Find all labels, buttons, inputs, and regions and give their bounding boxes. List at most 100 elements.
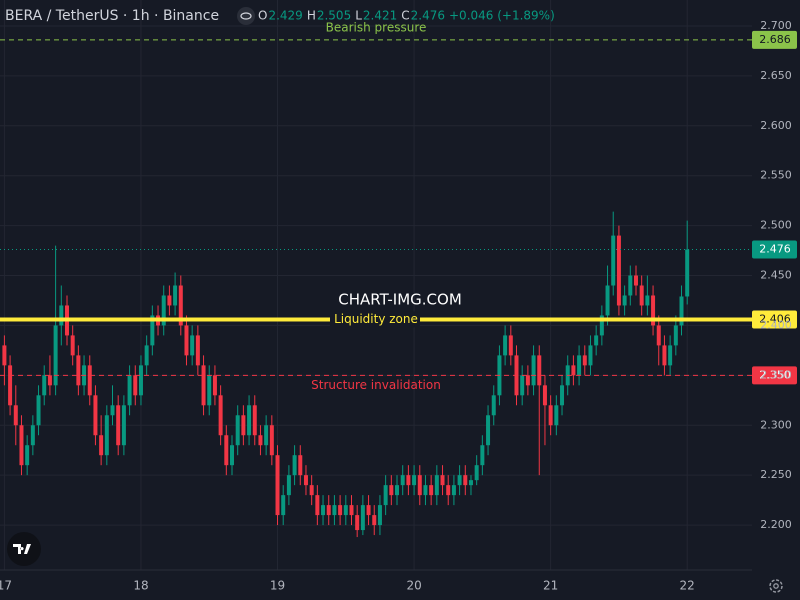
candles: [2, 211, 690, 538]
candle-body: [76, 355, 81, 386]
y-tick-label: 2.550: [760, 169, 792, 182]
watermark: CHART-IMG.COM: [338, 291, 462, 309]
y-tick-label: 2.450: [760, 269, 792, 282]
candle-body: [30, 425, 35, 446]
candle-body: [321, 505, 326, 516]
candle-body: [99, 435, 104, 456]
price-line-label: Structure invalidation: [311, 378, 441, 392]
candle-body: [116, 405, 121, 446]
candle-body: [463, 475, 468, 486]
candle-body: [8, 365, 13, 406]
x-tick-label: 22: [680, 579, 695, 593]
candle-body: [429, 485, 434, 496]
candle-body: [150, 315, 155, 346]
price-tag: [752, 30, 797, 49]
candle-body: [264, 425, 269, 446]
candle-body: [47, 375, 52, 386]
symbol-title: BERA / TetherUS · 1h · Binance: [5, 8, 219, 24]
price-lines: Bearish pressure 2.686 2.476 Liquidity zone…: [0, 20, 797, 392]
candle-body: [395, 485, 400, 496]
candle-body: [594, 335, 599, 346]
ohlc-key: H: [307, 9, 316, 23]
ohlc-key: C: [401, 9, 409, 23]
candle-body: [195, 335, 200, 366]
candle-body: [417, 475, 422, 496]
price-tag-label: 2.350: [759, 368, 791, 381]
candle-body: [53, 325, 58, 386]
candle-body: [258, 435, 263, 446]
candle-body: [480, 445, 485, 466]
eye-icon-shape: [240, 12, 252, 20]
candle-body: [298, 455, 303, 476]
tv-logo: [7, 532, 41, 566]
candle-body: [503, 335, 508, 356]
gear-hub: [773, 583, 779, 589]
candle-body: [184, 325, 189, 356]
candle-body: [138, 365, 143, 396]
candle-body: [668, 345, 673, 366]
y-tick-label: 2.700: [760, 19, 792, 32]
candle-body: [224, 435, 229, 466]
candle-body: [178, 285, 183, 326]
y-tick-label: 2.400: [760, 318, 792, 331]
candle-body: [338, 505, 343, 516]
y-tick-label: 2.600: [760, 119, 792, 132]
candle-body: [582, 355, 587, 366]
candle-body: [87, 365, 92, 396]
candle-body: [599, 315, 604, 336]
ohlc-value: 2.429: [268, 9, 302, 23]
candle-body: [542, 385, 547, 406]
candle-body: [110, 405, 115, 416]
candle-body: [423, 485, 428, 496]
settings-icon[interactable]: [769, 579, 783, 593]
gear[interactable]: [769, 579, 783, 593]
eye-icon[interactable]: [237, 7, 255, 25]
candle-body: [372, 515, 377, 526]
candle-body: [622, 295, 627, 306]
candle-body: [377, 505, 382, 526]
price-tag-label: 2.406: [759, 312, 791, 325]
candle-body: [252, 405, 257, 436]
candle-body: [59, 305, 64, 326]
candle-body: [332, 505, 337, 516]
x-tick-label: 18: [133, 579, 148, 593]
candle-body: [679, 296, 684, 326]
candle-body: [269, 425, 274, 456]
price-tag: [752, 366, 797, 385]
ohlc-value: 2.421: [363, 9, 397, 23]
candle-body: [144, 345, 149, 366]
candle-body: [656, 325, 661, 346]
candle-body: [360, 505, 365, 531]
candle-body: [451, 485, 456, 496]
candle-body: [70, 335, 75, 356]
candle-body: [440, 475, 445, 486]
candle-body: [605, 285, 610, 316]
logo-circle: [7, 532, 41, 566]
candle-body: [247, 405, 252, 436]
candle-body: [577, 355, 582, 376]
candle-body: [588, 345, 593, 366]
price-tag-label: 2.686: [759, 33, 791, 46]
candle-body: [275, 455, 280, 516]
x-tick-label: 19: [270, 579, 285, 593]
candle-body: [161, 295, 166, 326]
candle-body: [434, 475, 439, 496]
candle-body: [190, 335, 195, 356]
ohlc-key: L: [355, 9, 362, 23]
candle-body: [218, 395, 223, 436]
x-tick-label: 21: [543, 579, 558, 593]
ohlc-value: 2.505: [317, 9, 351, 23]
candle-body: [121, 405, 126, 446]
ohlc-value: 2.476: [411, 9, 445, 23]
candle-body: [241, 415, 246, 436]
candle-body: [207, 375, 212, 406]
x-tick-label: 17: [0, 579, 12, 593]
candle-body: [93, 395, 98, 436]
candle-body: [406, 475, 411, 486]
candle-body: [685, 249, 690, 297]
price-tag: [752, 310, 797, 329]
candle-body: [13, 405, 18, 426]
candle-body: [400, 475, 405, 486]
